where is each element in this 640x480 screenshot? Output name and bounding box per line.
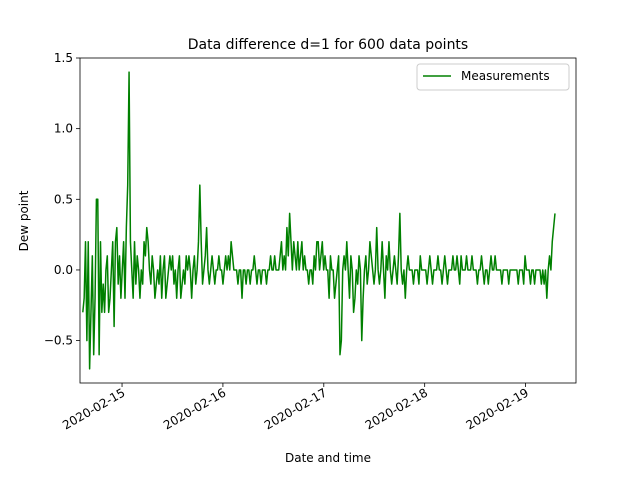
y-tick-label: 0.0 <box>54 263 73 277</box>
y-tick-label: 0.5 <box>54 192 73 206</box>
series-line-measurements <box>82 71 556 370</box>
axes-background <box>80 58 576 383</box>
y-tick-label: −0.5 <box>44 334 73 348</box>
y-tick-label: 1.0 <box>54 122 73 136</box>
y-axis-label: Dew point <box>17 190 31 251</box>
y-axis: 1.5 1.0 0.5 0.0 −0.5 <box>44 51 80 348</box>
y-tick-label: 1.5 <box>54 51 73 65</box>
plot-area <box>79 57 577 384</box>
chart-title: Data difference d=1 for 600 data points <box>188 37 468 53</box>
x-axis-label: Date and time <box>285 451 371 465</box>
legend: Measurements <box>416 63 570 91</box>
legend-entry-measurements: Measurements <box>461 69 550 83</box>
legend-box <box>416 63 570 91</box>
axes-frame <box>79 57 577 384</box>
